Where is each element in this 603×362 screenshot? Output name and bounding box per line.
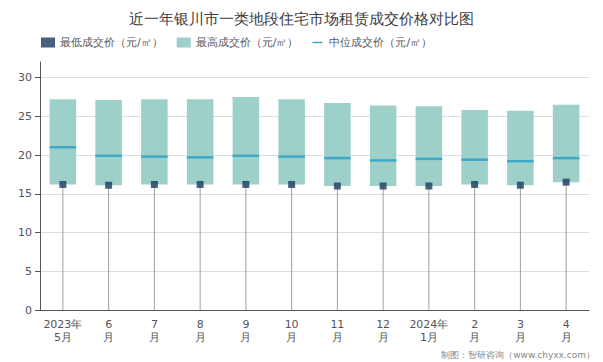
svg-text:月: 月 <box>515 331 526 344</box>
svg-text:3: 3 <box>517 318 524 331</box>
svg-text:最低成交价（元/㎡）: 最低成交价（元/㎡） <box>60 36 163 49</box>
svg-text:25: 25 <box>18 110 32 123</box>
svg-text:2024年: 2024年 <box>409 318 448 331</box>
svg-text:月: 月 <box>378 331 389 344</box>
svg-text:11: 11 <box>330 318 344 331</box>
svg-text:10: 10 <box>285 318 299 331</box>
svg-text:5月: 5月 <box>54 331 72 344</box>
svg-text:近一年银川市一类地段住宅市场租赁成交价格对比图: 近一年银川市一类地段住宅市场租赁成交价格对比图 <box>129 10 474 28</box>
svg-text:12: 12 <box>376 318 390 331</box>
svg-text:月: 月 <box>195 331 206 344</box>
svg-text:月: 月 <box>286 331 297 344</box>
svg-text:1月: 1月 <box>420 331 438 344</box>
svg-text:中位成交价（元/㎡）: 中位成交价（元/㎡） <box>329 36 432 49</box>
svg-text:15: 15 <box>18 187 32 200</box>
svg-text:月: 月 <box>103 331 114 344</box>
svg-text:8: 8 <box>197 318 204 331</box>
svg-text:最高成交价（元/㎡）: 最高成交价（元/㎡） <box>196 36 299 49</box>
svg-text:月: 月 <box>332 331 343 344</box>
svg-text:6: 6 <box>105 318 112 331</box>
svg-text:2023年: 2023年 <box>43 318 82 331</box>
svg-text:2: 2 <box>471 318 478 331</box>
svg-text:0: 0 <box>25 304 32 317</box>
svg-text:10: 10 <box>18 226 32 239</box>
svg-text:20: 20 <box>18 149 32 162</box>
svg-text:5: 5 <box>25 265 32 278</box>
svg-text:月: 月 <box>149 331 160 344</box>
svg-text:月: 月 <box>561 331 572 344</box>
svg-text:制图：智研咨询（www.chyxx.com）: 制图：智研咨询（www.chyxx.com） <box>441 350 595 360</box>
svg-text:4: 4 <box>563 318 570 331</box>
svg-text:7: 7 <box>151 318 158 331</box>
svg-text:9: 9 <box>242 318 249 331</box>
svg-text:月: 月 <box>469 331 480 344</box>
svg-text:30: 30 <box>18 71 32 84</box>
svg-text:月: 月 <box>240 331 251 344</box>
